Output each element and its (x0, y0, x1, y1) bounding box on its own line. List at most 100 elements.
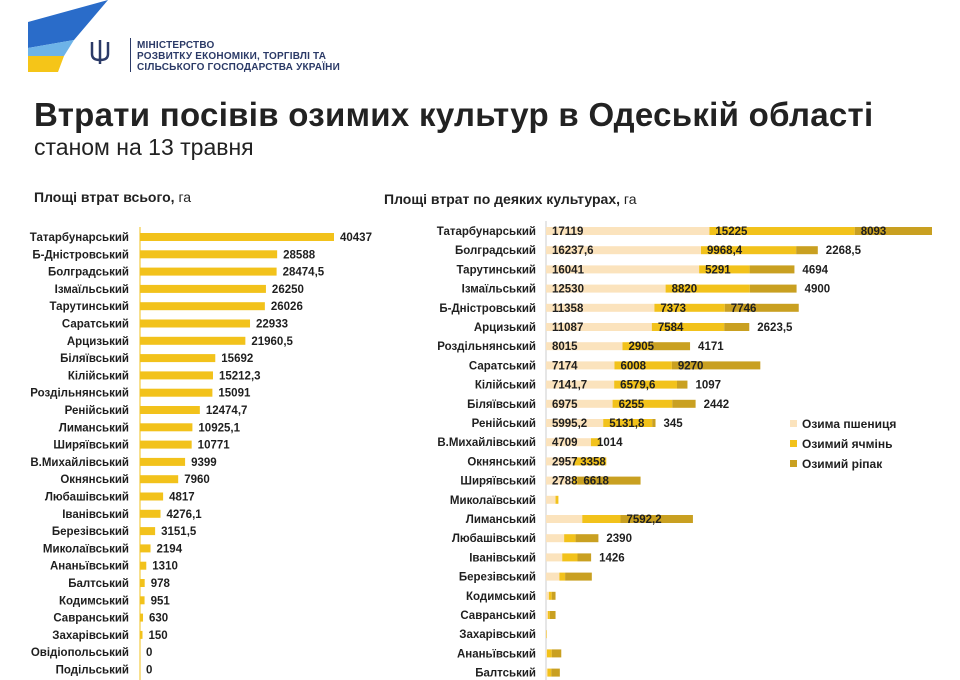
total-bar (140, 457, 186, 466)
crops-category-label: Ананьївський (457, 648, 536, 660)
rapeseed-value-label: 1426 (599, 552, 625, 564)
total-category-label: Любашівський (45, 492, 129, 504)
rapeseed-segment (565, 572, 592, 581)
crops-category-label: Арцизький (474, 322, 536, 334)
total-category-label: Б-Дністровський (32, 249, 129, 261)
total-bar (140, 475, 179, 484)
crops-category-label: Ізмаїльський (462, 284, 536, 296)
total-category-label: Овідіопольський (31, 647, 129, 659)
total-category-label: Саратський (62, 319, 129, 331)
crops-category-label: Савранський (460, 610, 536, 622)
barley-segment (564, 534, 576, 543)
total-bar (140, 579, 145, 587)
crops-category-label: Балтський (475, 668, 536, 680)
rapeseed-segment (652, 419, 656, 427)
legend-label: Озимий ріпак (802, 457, 883, 471)
crops-chart-title: Площі втрат по деяких культурах, га (384, 191, 637, 207)
total-bar (140, 267, 277, 276)
total-category-label: Біляївський (60, 353, 129, 365)
barley-value-label: 5291 (705, 264, 731, 276)
wheat-segment (546, 399, 613, 408)
crops-category-label: Болградський (455, 245, 536, 257)
rapeseed-segment (676, 380, 688, 389)
crops-category-label: Саратський (469, 360, 536, 372)
total-value-label: 630 (149, 613, 168, 625)
total-category-label: Окнянський (60, 474, 129, 486)
total-value-label: 10925,1 (198, 422, 240, 434)
barley-segment (614, 361, 672, 370)
wheat-segment (546, 438, 591, 447)
rapeseed-segment (749, 265, 795, 274)
wheat-value-label: 16041 (552, 264, 585, 276)
wheat-segment (546, 361, 615, 370)
total-value-label: 26026 (271, 301, 303, 313)
wheat-segment (546, 284, 666, 293)
barley-segment (590, 438, 601, 447)
legend-swatch (790, 460, 797, 467)
rapeseed-segment (575, 534, 599, 543)
total-category-label: Подільський (56, 665, 129, 677)
wheat-value-label: 11358 (552, 303, 584, 315)
barley-value-label: 15225 (715, 226, 748, 238)
total-value-label: 22933 (256, 319, 288, 331)
rapeseed-value-label: 2268,5 (826, 245, 862, 257)
legend-swatch (790, 440, 797, 447)
wheat-segment (546, 572, 560, 581)
wheat-value-label: 4709 (552, 437, 578, 449)
wheat-segment (546, 457, 575, 466)
barley-segment (574, 457, 607, 466)
wheat-segment (546, 227, 710, 235)
wheat-segment (546, 342, 623, 351)
total-value-label: 951 (151, 595, 171, 607)
rapeseed-value-label: 4900 (805, 284, 831, 296)
wheat-value-label: 7141,7 (552, 380, 587, 392)
total-bar (140, 336, 246, 345)
barley-segment (651, 323, 725, 331)
total-category-label: Ананьївський (50, 561, 129, 573)
total-category-label: Миколаївський (43, 543, 129, 555)
total-value-label: 1310 (152, 561, 178, 573)
wheat-segment (546, 419, 604, 427)
wheat-segment (546, 323, 652, 331)
barley-segment (622, 342, 651, 351)
rapeseed-segment (749, 284, 797, 293)
ministry-line-3: СІЛЬСЬКОГО ГОСПОДАРСТВА УКРАЇНИ (137, 62, 340, 73)
total-losses-chart: Татарбунарський 40437 Б-Дністровський 28588… (30, 227, 372, 680)
total-value-label: 150 (149, 630, 168, 642)
barley-segment (548, 591, 552, 600)
total-value-label: 26250 (272, 284, 304, 296)
total-category-label: Болградський (48, 267, 129, 279)
total-value-label: 0 (146, 665, 152, 677)
total-bar (140, 544, 151, 553)
rapeseed-segment (577, 476, 641, 485)
rapeseed-value-label: 8093 (861, 226, 887, 238)
rapeseed-segment (551, 649, 562, 658)
legend-label: Озима пшениця (802, 417, 896, 431)
total-bar (140, 561, 147, 570)
rapeseed-value-label: 9270 (678, 360, 704, 372)
barley-segment (555, 495, 559, 504)
total-chart-unit: га (178, 189, 192, 205)
barley-value-label: 7584 (658, 322, 684, 334)
total-bar (140, 613, 144, 622)
total-value-label: 15692 (221, 353, 253, 365)
crops-category-label: Кілійський (475, 380, 536, 392)
wheat-value-label: 11087 (552, 322, 583, 334)
wheat-segment (546, 534, 565, 543)
total-bar (140, 440, 192, 449)
barley-segment (603, 419, 653, 427)
crops-category-label: Тарутинський (456, 264, 536, 276)
barley-segment (612, 399, 673, 408)
crops-category-label: Біляївський (467, 399, 536, 411)
wheat-segment (546, 495, 556, 504)
crops-category-label: Іванівський (469, 552, 536, 564)
ministry-line-2: РОЗВИТКУ ЕКОНОМІКИ, ТОРГІВЛІ ТА (137, 51, 327, 62)
crops-category-label: Ренійський (472, 418, 536, 430)
barley-segment (547, 611, 550, 619)
total-category-label: Ренійський (65, 405, 129, 417)
crop-losses-chart: Татарбунарський 17119 15225 8093 Болградськи… (437, 221, 932, 680)
total-chart-title-text: Площі втрат всього, (34, 189, 175, 205)
rapeseed-segment (796, 246, 818, 255)
total-bar (140, 492, 164, 501)
rapeseed-value-label: 7746 (731, 303, 757, 315)
